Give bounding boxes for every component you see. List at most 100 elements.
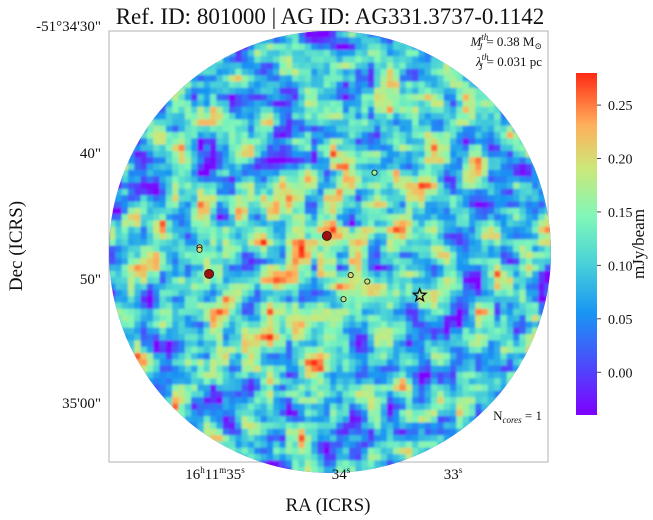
map-cell xyxy=(342,176,350,184)
map-cell xyxy=(279,113,287,120)
map-cell xyxy=(178,397,186,405)
map-cell xyxy=(393,441,401,449)
map-cell xyxy=(285,308,293,316)
map-cell xyxy=(336,81,344,89)
map-cell xyxy=(241,81,249,89)
map-cell xyxy=(462,409,470,417)
map-cell xyxy=(418,245,426,253)
map-cell xyxy=(178,321,186,329)
map-cell xyxy=(247,226,255,234)
map-cell xyxy=(330,441,337,449)
map-cell xyxy=(292,56,300,64)
map-cell xyxy=(285,454,293,461)
map-cell xyxy=(304,182,312,190)
map-cell xyxy=(260,296,268,304)
map-cell xyxy=(260,233,268,240)
map-cell xyxy=(367,233,375,240)
map-cell xyxy=(506,371,514,379)
map-cell xyxy=(241,277,249,285)
x-axis: 16h11m35s 34s 33s RA (ICRS) xyxy=(185,465,462,516)
map-cell xyxy=(191,321,198,329)
map-cell xyxy=(247,390,255,398)
map-cell xyxy=(178,182,186,190)
map-cell xyxy=(323,409,331,417)
map-cell xyxy=(336,56,344,64)
map-cell xyxy=(481,302,489,310)
map-cell xyxy=(285,132,293,139)
map-cell xyxy=(367,94,375,102)
map-cell xyxy=(418,371,426,379)
map-cell xyxy=(273,283,281,291)
map-cell xyxy=(500,270,508,278)
map-cell xyxy=(538,289,546,297)
map-cell xyxy=(437,81,445,89)
map-cell xyxy=(399,334,407,341)
map-cell xyxy=(109,283,116,291)
map-cell xyxy=(342,428,350,436)
map-cell xyxy=(348,327,356,335)
map-cell xyxy=(311,334,318,341)
map-cell xyxy=(247,365,255,373)
map-cell xyxy=(203,327,211,335)
map-cell xyxy=(513,340,521,348)
map-cell xyxy=(203,182,211,190)
map-cell xyxy=(424,390,432,398)
map-cell xyxy=(424,150,432,158)
map-cell xyxy=(399,252,407,259)
map-cell xyxy=(285,447,293,455)
map-cell xyxy=(418,435,426,443)
map-cell xyxy=(330,321,337,329)
map-cell xyxy=(336,100,344,108)
map-cell xyxy=(494,252,502,259)
map-cell xyxy=(412,157,419,165)
map-cell xyxy=(323,87,331,95)
map-cell xyxy=(222,252,230,259)
map-cell xyxy=(437,201,445,209)
map-cell xyxy=(311,132,318,139)
map-cell xyxy=(462,359,470,367)
map-cell xyxy=(431,346,438,354)
map-cell xyxy=(146,315,154,323)
map-cell xyxy=(449,182,457,190)
map-cell xyxy=(273,94,281,102)
map-cell xyxy=(412,226,419,234)
map-cell xyxy=(222,435,230,443)
map-cell xyxy=(500,264,508,272)
map-cell xyxy=(475,258,483,266)
map-cell xyxy=(462,150,470,158)
map-cell xyxy=(115,207,123,215)
map-cell xyxy=(292,100,300,108)
map-cell xyxy=(191,188,198,196)
map-cell xyxy=(235,302,243,310)
map-cell xyxy=(216,132,224,139)
map-cell xyxy=(449,384,457,392)
map-cell xyxy=(165,157,173,165)
map-cell xyxy=(361,308,369,316)
map-cell xyxy=(374,258,382,266)
map-cell xyxy=(241,125,249,133)
map-cell xyxy=(437,334,445,341)
map-cell xyxy=(273,81,281,89)
map-cell xyxy=(210,296,217,304)
map-cell xyxy=(487,353,495,360)
map-cell xyxy=(487,289,495,297)
map-cell xyxy=(330,132,337,139)
map-cell xyxy=(456,384,464,392)
map-cell xyxy=(178,100,186,108)
map-cell xyxy=(336,188,344,196)
map-cell xyxy=(367,62,375,70)
map-cell xyxy=(235,327,243,335)
map-cell xyxy=(260,264,268,272)
map-cell xyxy=(475,409,483,417)
map-cell xyxy=(285,113,293,120)
map-cell xyxy=(197,384,205,392)
map-cell xyxy=(456,270,464,278)
map-cell xyxy=(355,466,363,473)
map-cell xyxy=(323,416,331,424)
map-cell xyxy=(317,264,325,272)
map-cell xyxy=(304,327,312,335)
map-cell xyxy=(355,403,363,411)
map-cell xyxy=(418,409,426,417)
map-cell xyxy=(418,327,426,335)
map-cell xyxy=(191,106,198,114)
